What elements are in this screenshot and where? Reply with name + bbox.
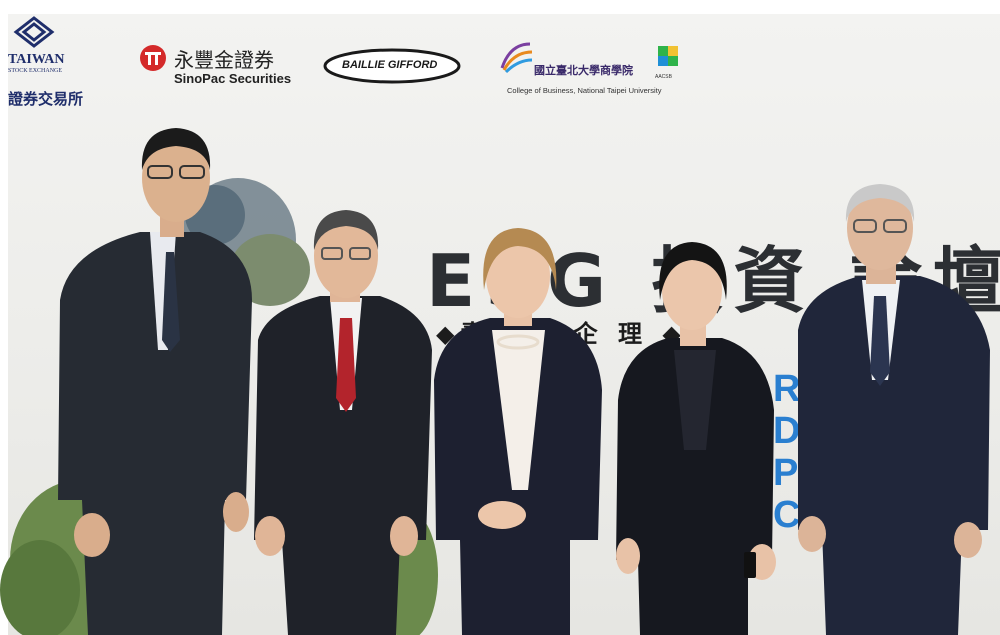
twse-name: TAIWAN [8,52,65,67]
person-4 [616,242,776,635]
sinopac-logo-icon [140,45,166,71]
twse-sub: STOCK EXCHANGE [8,68,63,74]
sinopac-cn-name: 永豐金證券 [174,48,274,72]
person-2 [254,210,432,635]
person-1 [58,128,252,635]
sinopac-en-name: SinoPac Securities [174,71,292,86]
baillie-gifford-logo-icon [323,48,461,84]
ntpu-en-name: College of Business, National Taipei Uni… [507,86,662,95]
aacsb-badge-icon [658,46,678,66]
ntpu-logo-icon [500,42,533,74]
twse-logo-icon [13,16,55,48]
person-5 [798,184,990,635]
twse-cn-name: 證券交易所 [8,90,84,108]
baillie-gifford-name: BAILLIE GIFFORD [342,59,438,71]
aacsb-label: AACSB [655,74,672,80]
ntpu-cn-name: 國立臺北大學商學院 [534,64,633,77]
person-3 [434,228,602,635]
